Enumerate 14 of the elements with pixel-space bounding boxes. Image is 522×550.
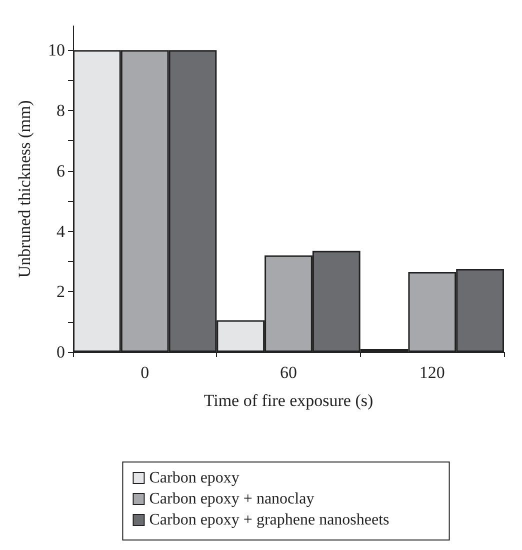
legend-label: Carbon epoxy + nanoclay	[149, 490, 314, 508]
x-tick-label: 0	[140, 363, 150, 382]
legend-label: Carbon epoxy + graphene nanosheets	[149, 512, 390, 528]
y-axis-title: Unbruned thickness (mm)	[15, 100, 34, 278]
y-tick-label: 0	[56, 342, 65, 362]
x-tick-label: 60	[280, 363, 297, 382]
y-tick-label: 4	[56, 222, 66, 241]
y-tick-label: 8	[56, 101, 65, 120]
y-tick-label: 2	[56, 282, 65, 302]
y-tick-label: 6	[56, 161, 65, 180]
legend-label: Carbon epoxy	[149, 470, 240, 486]
y-tick-label: 10	[48, 40, 65, 60]
x-axis-title: Time of fire exposure (s)	[204, 391, 374, 410]
x-tick-label: 120	[419, 363, 445, 382]
